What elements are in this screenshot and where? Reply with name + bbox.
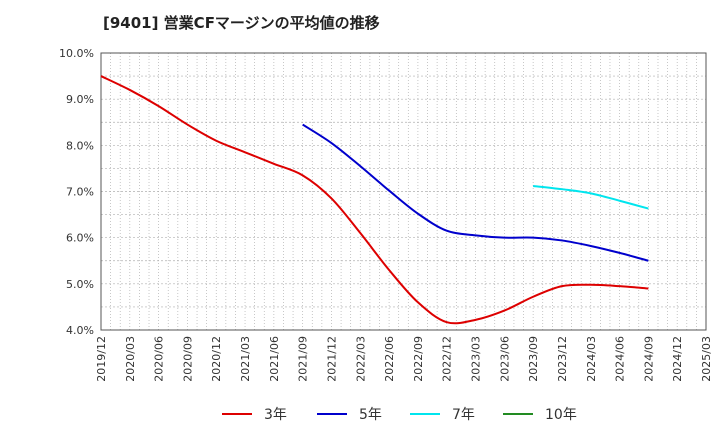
y-tick-label: 4.0% (66, 324, 94, 337)
x-tick-label: 2022/12 (441, 336, 454, 382)
series-line-1 (100, 75, 649, 325)
y-tick-label: 9.0% (66, 93, 94, 106)
x-tick-label: 2020/12 (210, 336, 223, 382)
x-tick-label: 2023/09 (527, 336, 540, 382)
series-line-2 (302, 123, 649, 262)
x-tick-label: 2021/06 (268, 336, 281, 382)
x-tick-label: 2024/06 (614, 336, 627, 382)
x-tick-label: 2025/03 (700, 336, 713, 382)
y-tick-label: 7.0% (66, 186, 94, 199)
x-tick-label: 2022/06 (383, 336, 396, 382)
x-tick-label: 2020/03 (124, 336, 137, 382)
legend-label-2: 5年 (359, 407, 382, 423)
x-tick-label: 2023/03 (470, 336, 483, 382)
chart-title: [9401] 営業CFマージンの平均値の推移 (103, 14, 380, 32)
y-tick-label: 5.0% (66, 278, 94, 291)
x-tick-label: 2022/09 (412, 336, 425, 382)
legend-label-1: 3年 (264, 407, 287, 423)
series-line-3 (533, 184, 649, 210)
x-tick-label: 2023/06 (498, 336, 511, 382)
y-tick-label: 8.0% (66, 139, 94, 152)
x-tick-label: 2020/09 (181, 336, 194, 382)
x-tick-label: 2019/12 (95, 336, 108, 382)
y-tick-label: 6.0% (66, 232, 94, 245)
plot-frame (100, 52, 707, 331)
x-tick-label: 2022/03 (354, 336, 367, 382)
x-tick-label: 2023/12 (556, 336, 569, 382)
x-tick-label: 2024/12 (671, 336, 684, 382)
x-tick-label: 2021/12 (325, 336, 338, 382)
legend-label-3: 7年 (452, 407, 475, 423)
x-tick-label: 2021/09 (297, 336, 310, 382)
x-tick-label: 2024/03 (585, 336, 598, 382)
legend-label-4: 10年 (545, 407, 577, 423)
x-tick-label: 2020/06 (153, 336, 166, 382)
y-tick-label: 10.0% (59, 47, 94, 60)
x-tick-label: 2021/03 (239, 336, 252, 382)
x-tick-label: 2024/09 (642, 336, 655, 382)
